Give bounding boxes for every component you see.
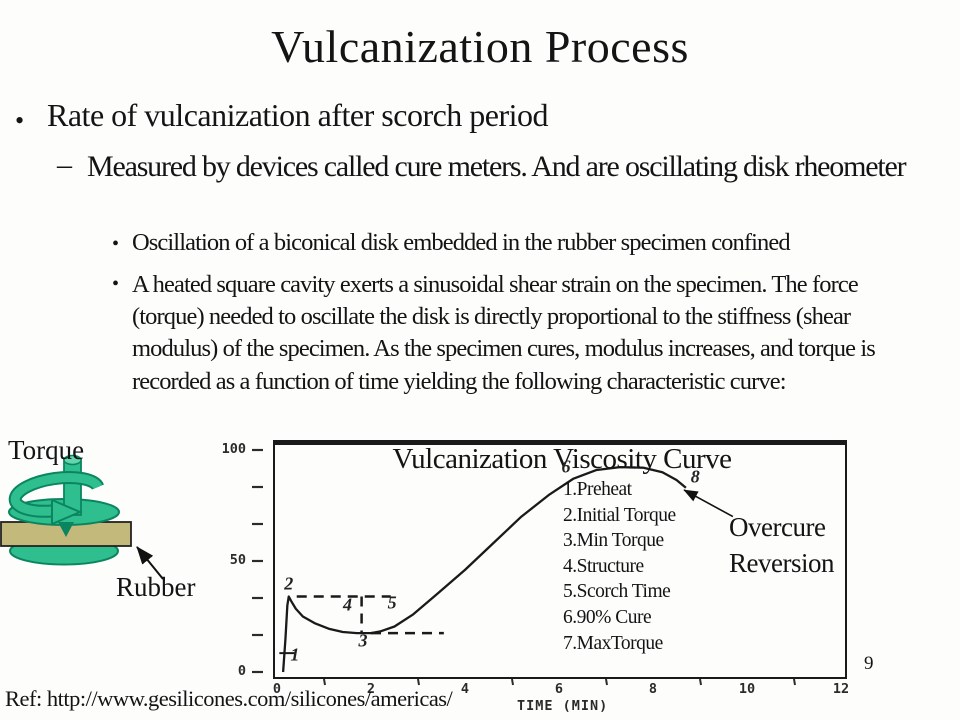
legend-item: 4.Structure [563,555,644,577]
torque-label: Torque [8,435,85,465]
rotation-arrow-ribbon-inner [10,473,103,516]
x-axis-minor-tick [323,678,326,686]
x-tick-label: 12 [832,681,850,697]
legend-item: 2.Initial Torque [563,504,676,526]
x-tick-label: 2 [366,681,376,697]
curve-marker-1: 1 [290,644,300,665]
overcure-reversion-label: Overcure Reversion [729,512,834,578]
y-tick-label: 100 [221,441,246,457]
rotation-arrowhead [51,498,83,526]
chart-title: Vulcanization Viscosity Curve [392,443,732,475]
x-tick-label: 10 [738,681,756,697]
x-axis-title: TIME (MIN) [517,698,609,714]
legend-item: 5.Scorch Time [563,581,671,603]
curve-marker-2: 2 [284,573,294,594]
legend-item: 1.Preheat [563,479,632,500]
x-axis-minor-tick [793,678,796,686]
x-tick-label: 4 [460,681,470,697]
rheometer-diagram [0,454,132,566]
bullet-marker: • [112,273,120,295]
curve-marker-8: 8 [690,466,700,487]
reference-url: Ref: http://www.gesilicones.com/silicone… [5,686,453,711]
bullet-level3b: A heated square cavity exerts a sinusoid… [132,271,876,395]
curve-marker-3: 3 [358,630,368,651]
page-title: Vulcanization Process [271,21,689,72]
x-tick-label: 6 [554,681,564,697]
x-axis-minor-tick [417,678,420,686]
bullet-marker: • [15,106,25,135]
x-axis-minor-tick [511,678,514,686]
chart-frame [273,440,847,679]
bullet-level2: Measured by devices called cure meters. … [87,150,907,183]
spindle-shaft [63,458,82,516]
curve-marker-5: 5 [387,592,397,613]
dash-marker: – [57,148,72,181]
chart-legend: 1.Preheat 2.Initial Torque 3.Min Torque 4.S… [563,477,676,656]
top-disk [8,498,120,526]
x-axis-minor-tick [699,678,702,686]
rubber-label: Rubber [116,572,196,602]
curve-marker-4: 4 [343,594,352,615]
x-tick-label: 8 [648,681,658,697]
y-tick-label: 0 [237,663,246,679]
page-number: 9 [864,653,874,674]
rubber-block [0,521,132,547]
x-tick-label: 0 [272,681,282,697]
y-tick-label: 50 [229,552,246,568]
legend-item: 6.90% Cure [563,606,652,628]
bottom-disk [9,536,119,566]
curve-marker-6: 6 [561,456,571,477]
legend-item: 3.Min Torque [563,530,664,552]
bullet-level3a: Oscillation of a biconical disk embedded… [132,229,791,256]
legend-item: 7.MaxTorque [563,632,663,654]
spindle-tip [58,522,74,537]
bullet-level1: Rate of vulcanization after scorch perio… [47,97,549,133]
bullet-marker: • [112,233,120,255]
rotation-arrow-ribbon [8,471,104,518]
x-axis-minor-tick [605,678,608,686]
